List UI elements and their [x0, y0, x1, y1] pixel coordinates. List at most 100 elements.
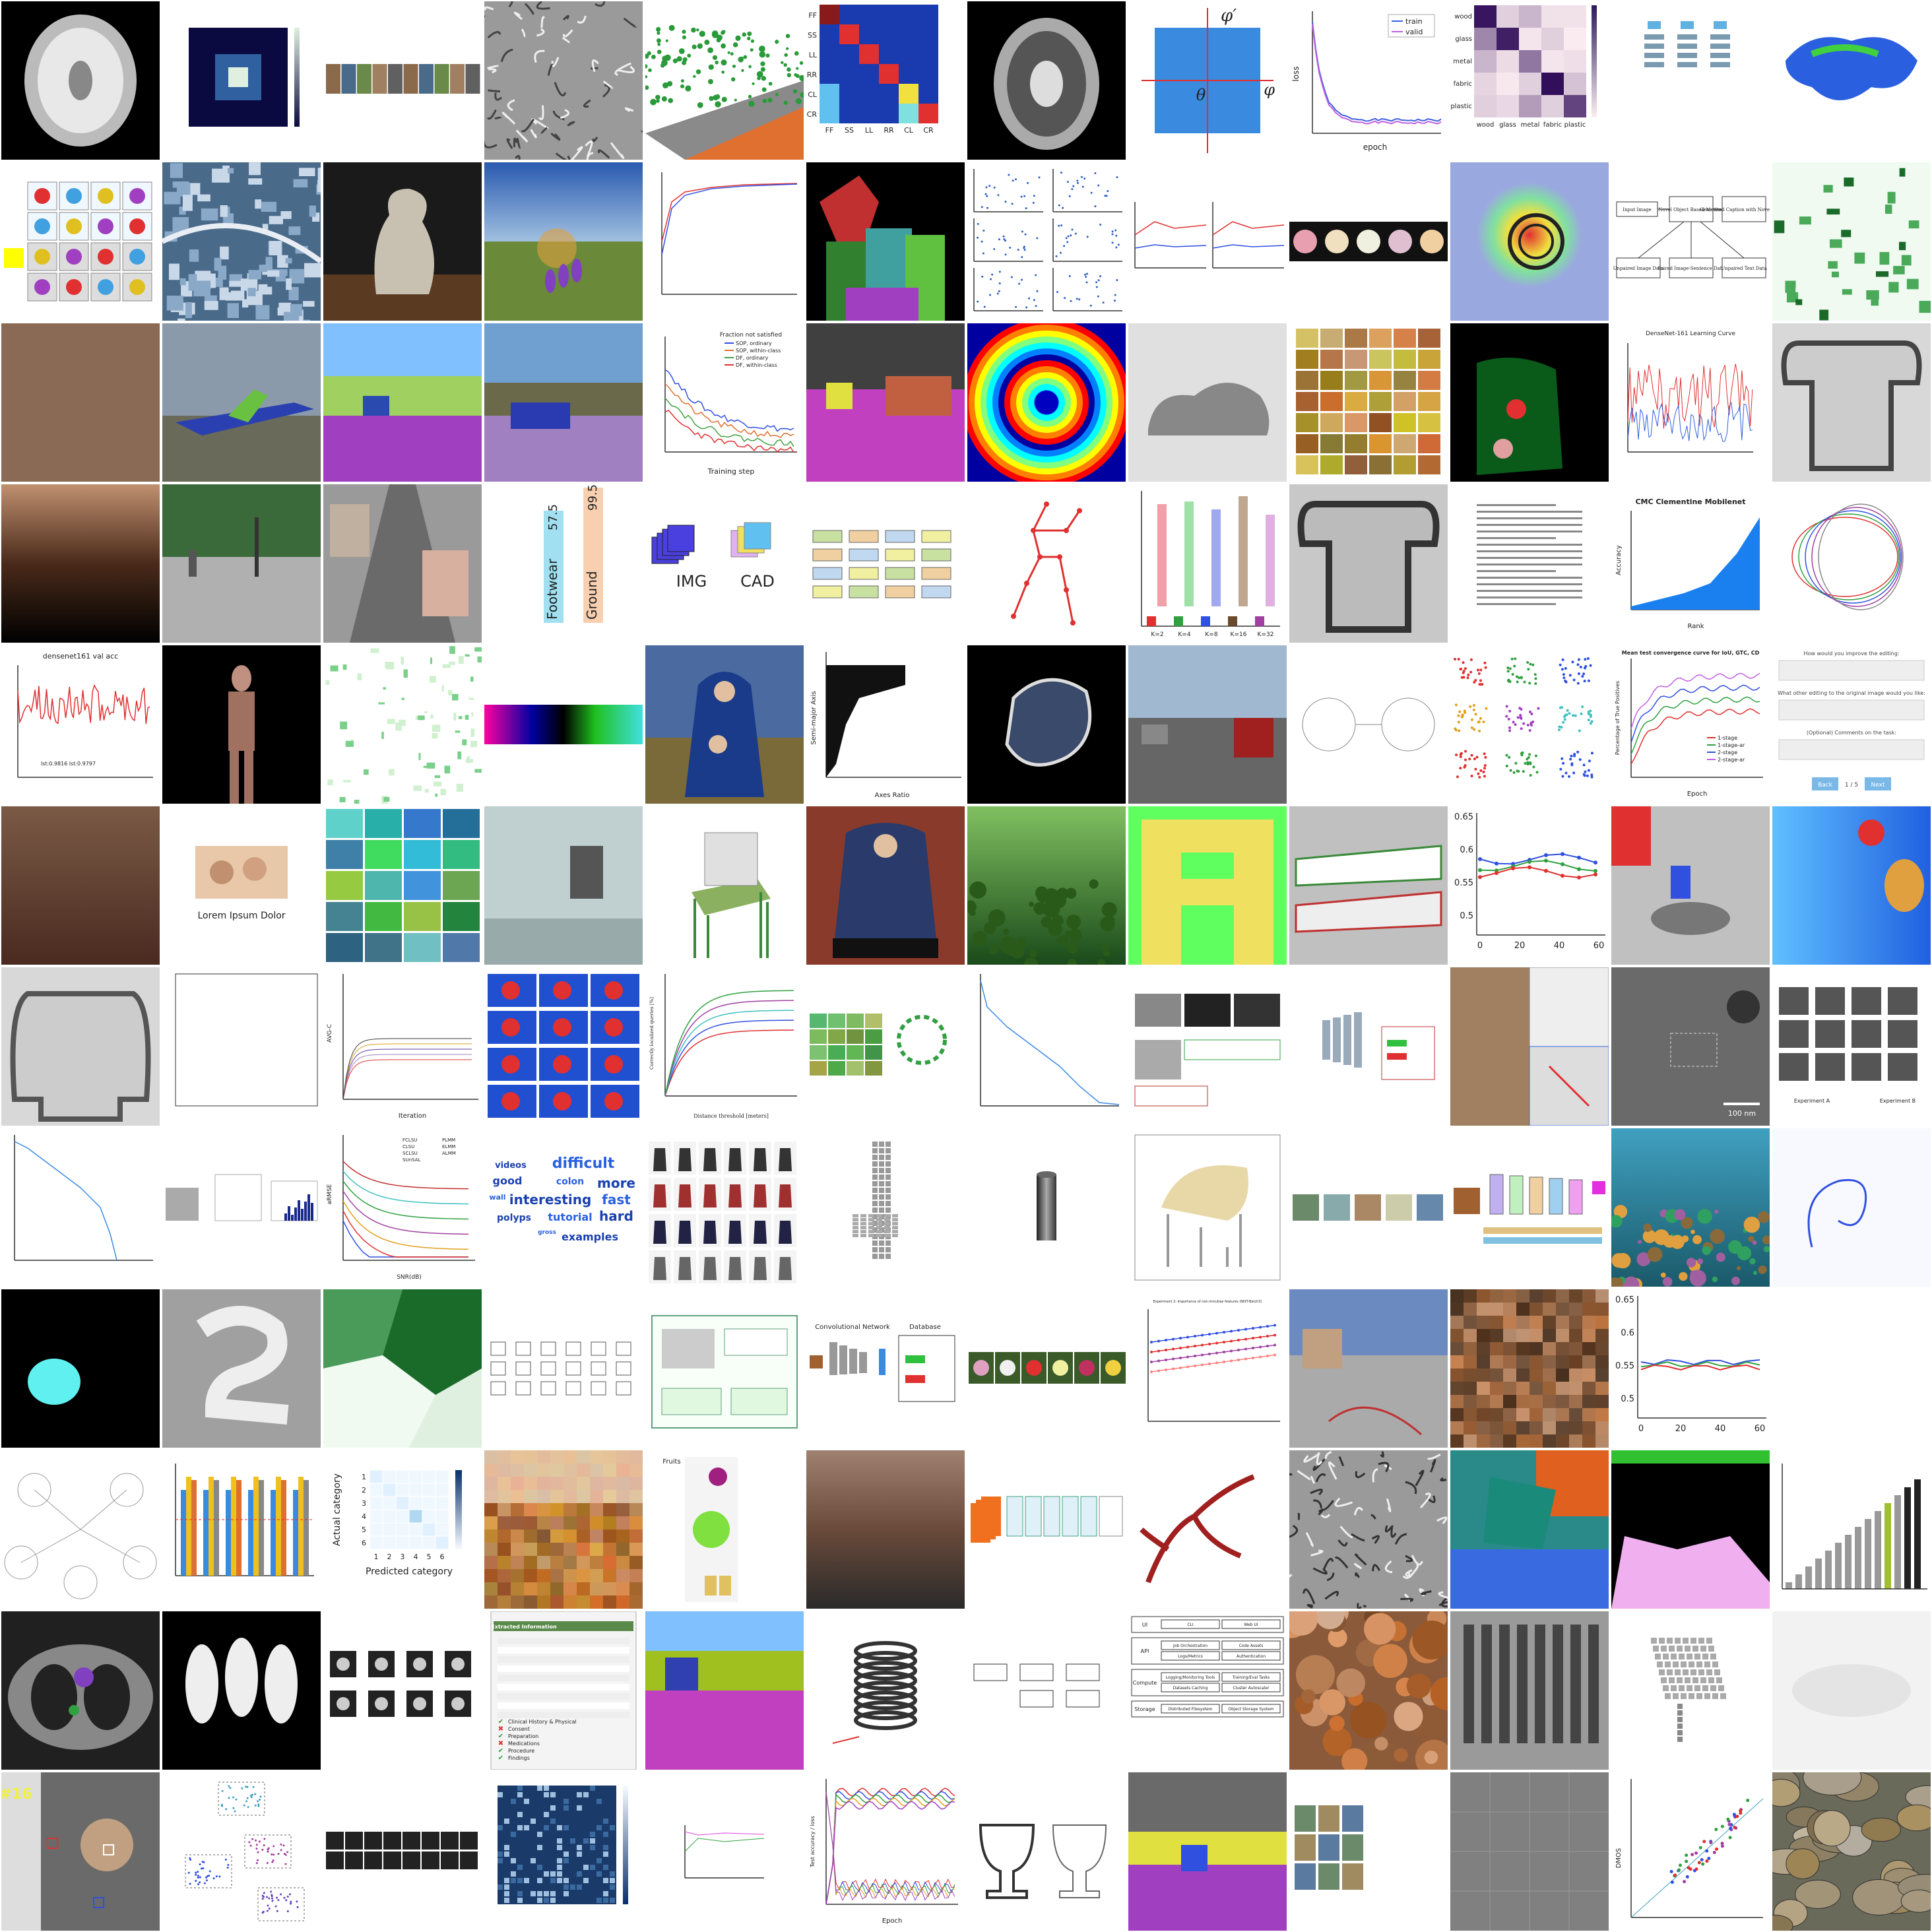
tile-segmentation-street-5 — [1128, 1772, 1287, 1931]
tsne-point — [1520, 727, 1523, 730]
food-thumb — [1345, 392, 1367, 411]
legend-bar — [1483, 1237, 1602, 1244]
scatter-point — [998, 238, 1000, 241]
graph-edge — [34, 1489, 127, 1530]
scatter-point — [1746, 1799, 1750, 1803]
pixel — [1556, 1316, 1569, 1329]
matrix-cell — [369, 1522, 383, 1537]
pixel — [498, 1477, 511, 1490]
matrix-cell — [537, 1865, 542, 1870]
matrix-cell — [570, 1884, 575, 1890]
pixel — [1490, 1355, 1503, 1368]
texture-stroke — [487, 65, 499, 69]
seaweed — [1066, 887, 1077, 899]
joint — [1070, 620, 1076, 626]
mask-band — [1611, 1450, 1770, 1464]
voxel — [886, 1175, 891, 1180]
tile-brown-solid — [1, 323, 160, 482]
spiral-path — [1807, 1178, 1867, 1248]
cluster-point — [249, 1844, 252, 1847]
pixel — [590, 1530, 603, 1543]
pixel — [1569, 1303, 1582, 1316]
scatter-point — [1076, 179, 1079, 182]
pixel — [629, 1490, 643, 1503]
data-point — [1201, 1334, 1204, 1337]
voxel — [1687, 1685, 1692, 1691]
tile-painting-madonna — [645, 645, 804, 804]
tile-wall-rocks — [1772, 1772, 1931, 1931]
matrix-cell — [544, 1786, 549, 1791]
scatter-point — [1090, 191, 1093, 194]
voxel — [892, 1222, 898, 1225]
food-thumb — [1418, 455, 1440, 474]
tile-thermal-blobs — [162, 1611, 321, 1770]
green-spot — [378, 702, 385, 705]
seaweed — [1066, 915, 1081, 930]
pixel — [1490, 1316, 1503, 1329]
green-spot — [440, 789, 447, 796]
seaweed — [1029, 901, 1035, 907]
texture-stroke — [494, 92, 503, 101]
sky — [645, 1611, 804, 1651]
tile-aerial-city — [162, 162, 321, 321]
data-point — [1208, 1363, 1211, 1365]
bar — [214, 1480, 219, 1576]
tsne-point — [1537, 707, 1540, 710]
data-point — [1259, 1345, 1262, 1349]
building — [220, 205, 228, 217]
experiment-b-label: Experiment B — [1880, 1098, 1916, 1104]
scatter-point — [1020, 195, 1023, 198]
next-button[interactable] — [1865, 777, 1891, 790]
pixel — [498, 1595, 511, 1609]
back-button[interactable] — [1812, 777, 1838, 790]
matrix-cell — [537, 1845, 542, 1850]
scatter-point — [1726, 1817, 1730, 1821]
render-street-figure — [323, 484, 482, 643]
pole — [255, 517, 259, 577]
pixel — [577, 1569, 590, 1582]
heat-hotspot — [501, 981, 520, 1000]
pixel — [524, 1569, 537, 1582]
series-line — [14, 1141, 117, 1261]
green-spot — [413, 785, 422, 791]
ground — [1289, 1355, 1448, 1448]
bar — [191, 1480, 197, 1576]
cluster-point — [263, 1844, 265, 1847]
face — [243, 857, 267, 881]
matrix-cell — [603, 1819, 608, 1824]
matrix-cell — [879, 5, 899, 24]
tile-landscape-flower — [484, 162, 643, 321]
pixel — [498, 1490, 511, 1503]
texture-stroke — [534, 49, 545, 63]
strip-thumb — [403, 64, 418, 94]
green-spot — [452, 693, 459, 701]
data-point — [1511, 866, 1515, 870]
pixel — [1490, 1395, 1503, 1408]
green-spot — [363, 769, 369, 775]
green-blob — [1823, 185, 1833, 193]
checklist-item: Medications — [508, 1741, 540, 1747]
pixel — [1516, 1303, 1530, 1316]
cluster-point — [256, 1859, 259, 1861]
highlight — [69, 1705, 79, 1716]
cluster-point — [261, 1848, 264, 1851]
tsne-point — [1506, 670, 1510, 673]
tree-point — [792, 89, 798, 94]
data-point — [1172, 1347, 1175, 1351]
x-tick-label: K=16 — [1231, 631, 1247, 638]
scatter-point — [983, 306, 986, 308]
voxel — [868, 1214, 874, 1217]
voxel — [1681, 1693, 1687, 1699]
green-spot — [471, 712, 474, 717]
voxel — [868, 1226, 874, 1229]
panel — [1815, 987, 1845, 1015]
cluster-point — [197, 1877, 199, 1879]
matrix-cell — [564, 1884, 569, 1890]
ring — [1508, 213, 1564, 270]
tree-point — [680, 79, 684, 83]
voxel — [876, 1218, 882, 1221]
sketch — [565, 1381, 581, 1396]
scatter-point — [1102, 302, 1105, 304]
tree-point — [685, 85, 692, 92]
cluster-point — [200, 1867, 203, 1870]
